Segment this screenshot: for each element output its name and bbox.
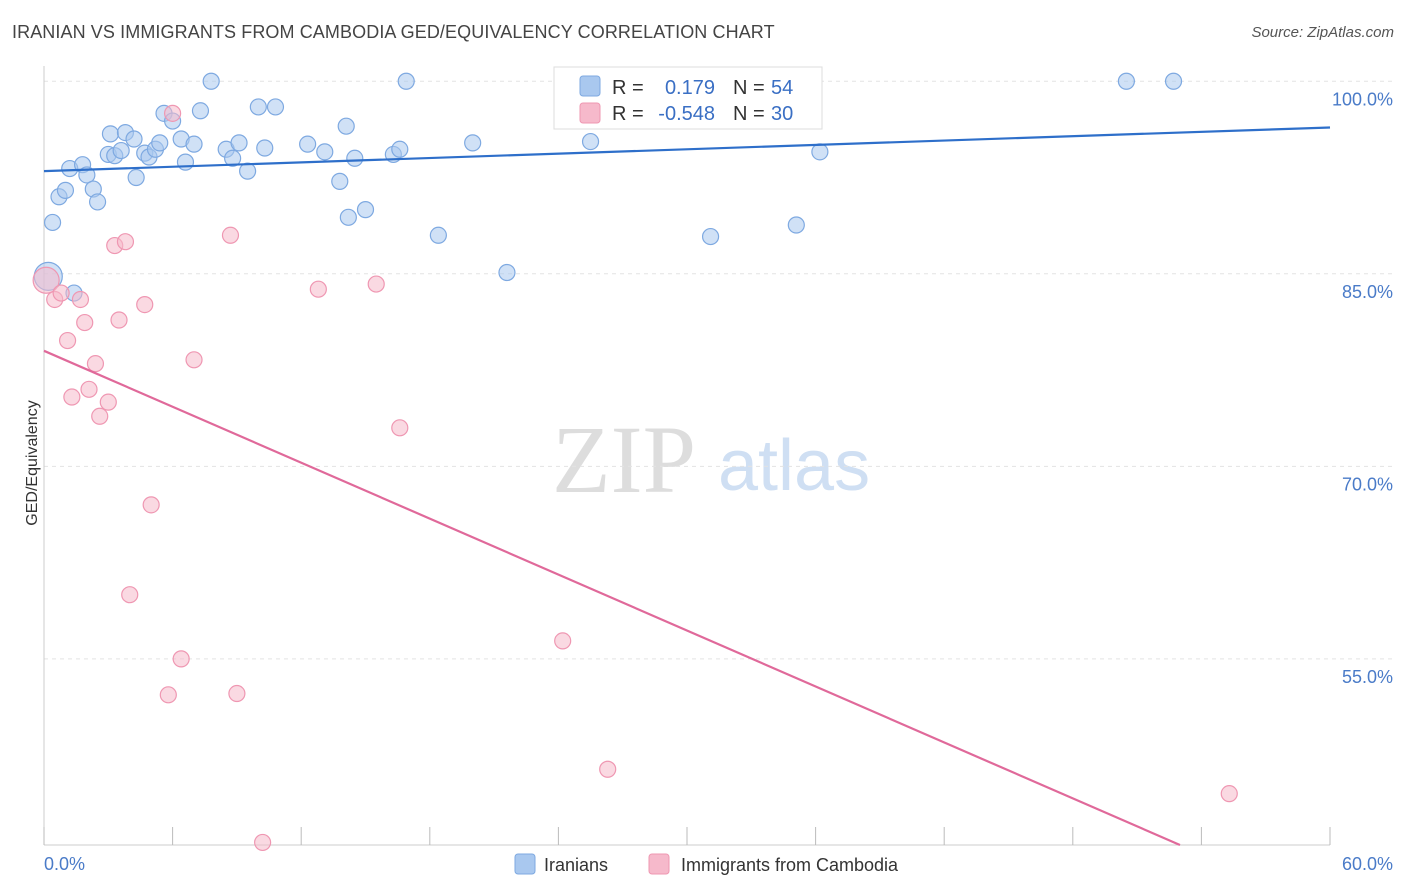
data-point (316, 143, 334, 161)
data-point (185, 351, 203, 369)
source-label: Source: ZipAtlas.com (1251, 24, 1394, 41)
data-point (391, 419, 409, 437)
legend-r-label-pink: R = (612, 103, 644, 125)
legend-n-label-pink: N = (733, 103, 765, 125)
data-point (299, 135, 317, 153)
data-point (52, 284, 70, 302)
data-point (811, 143, 829, 161)
legend-swatch-pink (579, 102, 601, 124)
data-point (1164, 72, 1183, 90)
data-point (91, 407, 109, 425)
data-point (43, 213, 62, 232)
data-point (32, 266, 60, 294)
data-point (185, 135, 203, 153)
data-point (1220, 785, 1238, 803)
data-point (249, 98, 267, 116)
data-point (136, 296, 154, 314)
watermark-zip: ZIP (552, 406, 696, 513)
data-point (787, 216, 805, 234)
legend-r-value-pink: -0.548 (658, 103, 715, 125)
data-point (230, 134, 248, 152)
data-point (164, 104, 182, 122)
y-tick-label: 55.0% (1342, 667, 1393, 687)
data-point (58, 331, 77, 350)
data-point (159, 686, 177, 704)
legend-n-value-blue: 54 (771, 77, 793, 99)
series-legend: Iranians Immigrants from Cambodia (514, 853, 899, 875)
data-point (63, 388, 81, 406)
data-point (581, 132, 600, 151)
data-point (151, 134, 169, 152)
data-point (176, 153, 195, 171)
data-point (346, 149, 364, 167)
data-point (80, 380, 98, 398)
data-point (172, 650, 190, 668)
data-point (101, 125, 120, 143)
data-point (254, 833, 272, 852)
trend-line-cambodia (43, 349, 1181, 847)
data-point (256, 139, 274, 157)
data-point (127, 168, 145, 187)
x-tick-label-max: 60.0% (1342, 854, 1393, 874)
legend-swatch-cambodia (648, 853, 670, 875)
data-point (228, 684, 246, 703)
data-point (121, 586, 139, 604)
data-point (71, 290, 90, 309)
data-point (337, 117, 355, 135)
data-point (397, 72, 415, 90)
legend-r-value-blue: 0.179 (665, 77, 715, 99)
data-point (239, 162, 257, 180)
data-point (1117, 72, 1135, 90)
y-axis-label: GED/Equivalency (24, 400, 41, 525)
legend-swatch-blue (579, 75, 601, 97)
legend-n-value-pink: 30 (771, 103, 793, 125)
data-point (116, 233, 135, 251)
data-point (99, 393, 117, 411)
data-point (464, 134, 482, 152)
data-point (191, 102, 210, 120)
data-point (339, 208, 357, 226)
legend-n-label-blue: N = (733, 77, 765, 99)
data-point (86, 355, 105, 373)
data-point (112, 141, 130, 160)
data-point (498, 263, 516, 282)
trend-line-iranians (43, 126, 1331, 173)
series-cambodia (32, 104, 1238, 852)
data-point (367, 275, 385, 293)
data-point (554, 632, 572, 650)
data-point (56, 181, 75, 199)
data-point (356, 201, 375, 219)
legend-r-label-blue: R = (612, 77, 644, 99)
x-tick-label-min: 0.0% (44, 854, 85, 874)
data-point (429, 226, 447, 244)
data-point (599, 760, 617, 778)
data-point (391, 140, 409, 158)
y-tick-label: 85.0% (1342, 282, 1393, 302)
y-tick-labels: 100.0% 85.0% 70.0% 55.0% (1332, 89, 1393, 687)
trend-lines (43, 126, 1331, 847)
data-point (125, 130, 143, 148)
data-point (701, 227, 720, 246)
data-point (309, 280, 327, 298)
legend-label-iranians: Iranians (544, 855, 608, 875)
data-point (142, 496, 160, 514)
chart-title: IRANIAN VS IMMIGRANTS FROM CAMBODIA GED/… (12, 22, 775, 42)
data-point (224, 149, 242, 167)
legend-label-cambodia: Immigrants from Cambodia (681, 855, 899, 875)
data-point (266, 98, 285, 116)
data-point (76, 313, 94, 332)
y-tick-label: 100.0% (1332, 89, 1393, 109)
y-tick-label: 70.0% (1342, 474, 1393, 494)
data-point (331, 172, 349, 190)
data-point (110, 311, 128, 329)
stats-legend: R = 0.179 N = 54 R = -0.548 N = 30 (553, 66, 823, 130)
data-point (78, 166, 96, 184)
data-point (221, 226, 240, 244)
legend-swatch-iranians (514, 853, 536, 875)
data-point (202, 72, 220, 90)
data-point (88, 193, 107, 211)
